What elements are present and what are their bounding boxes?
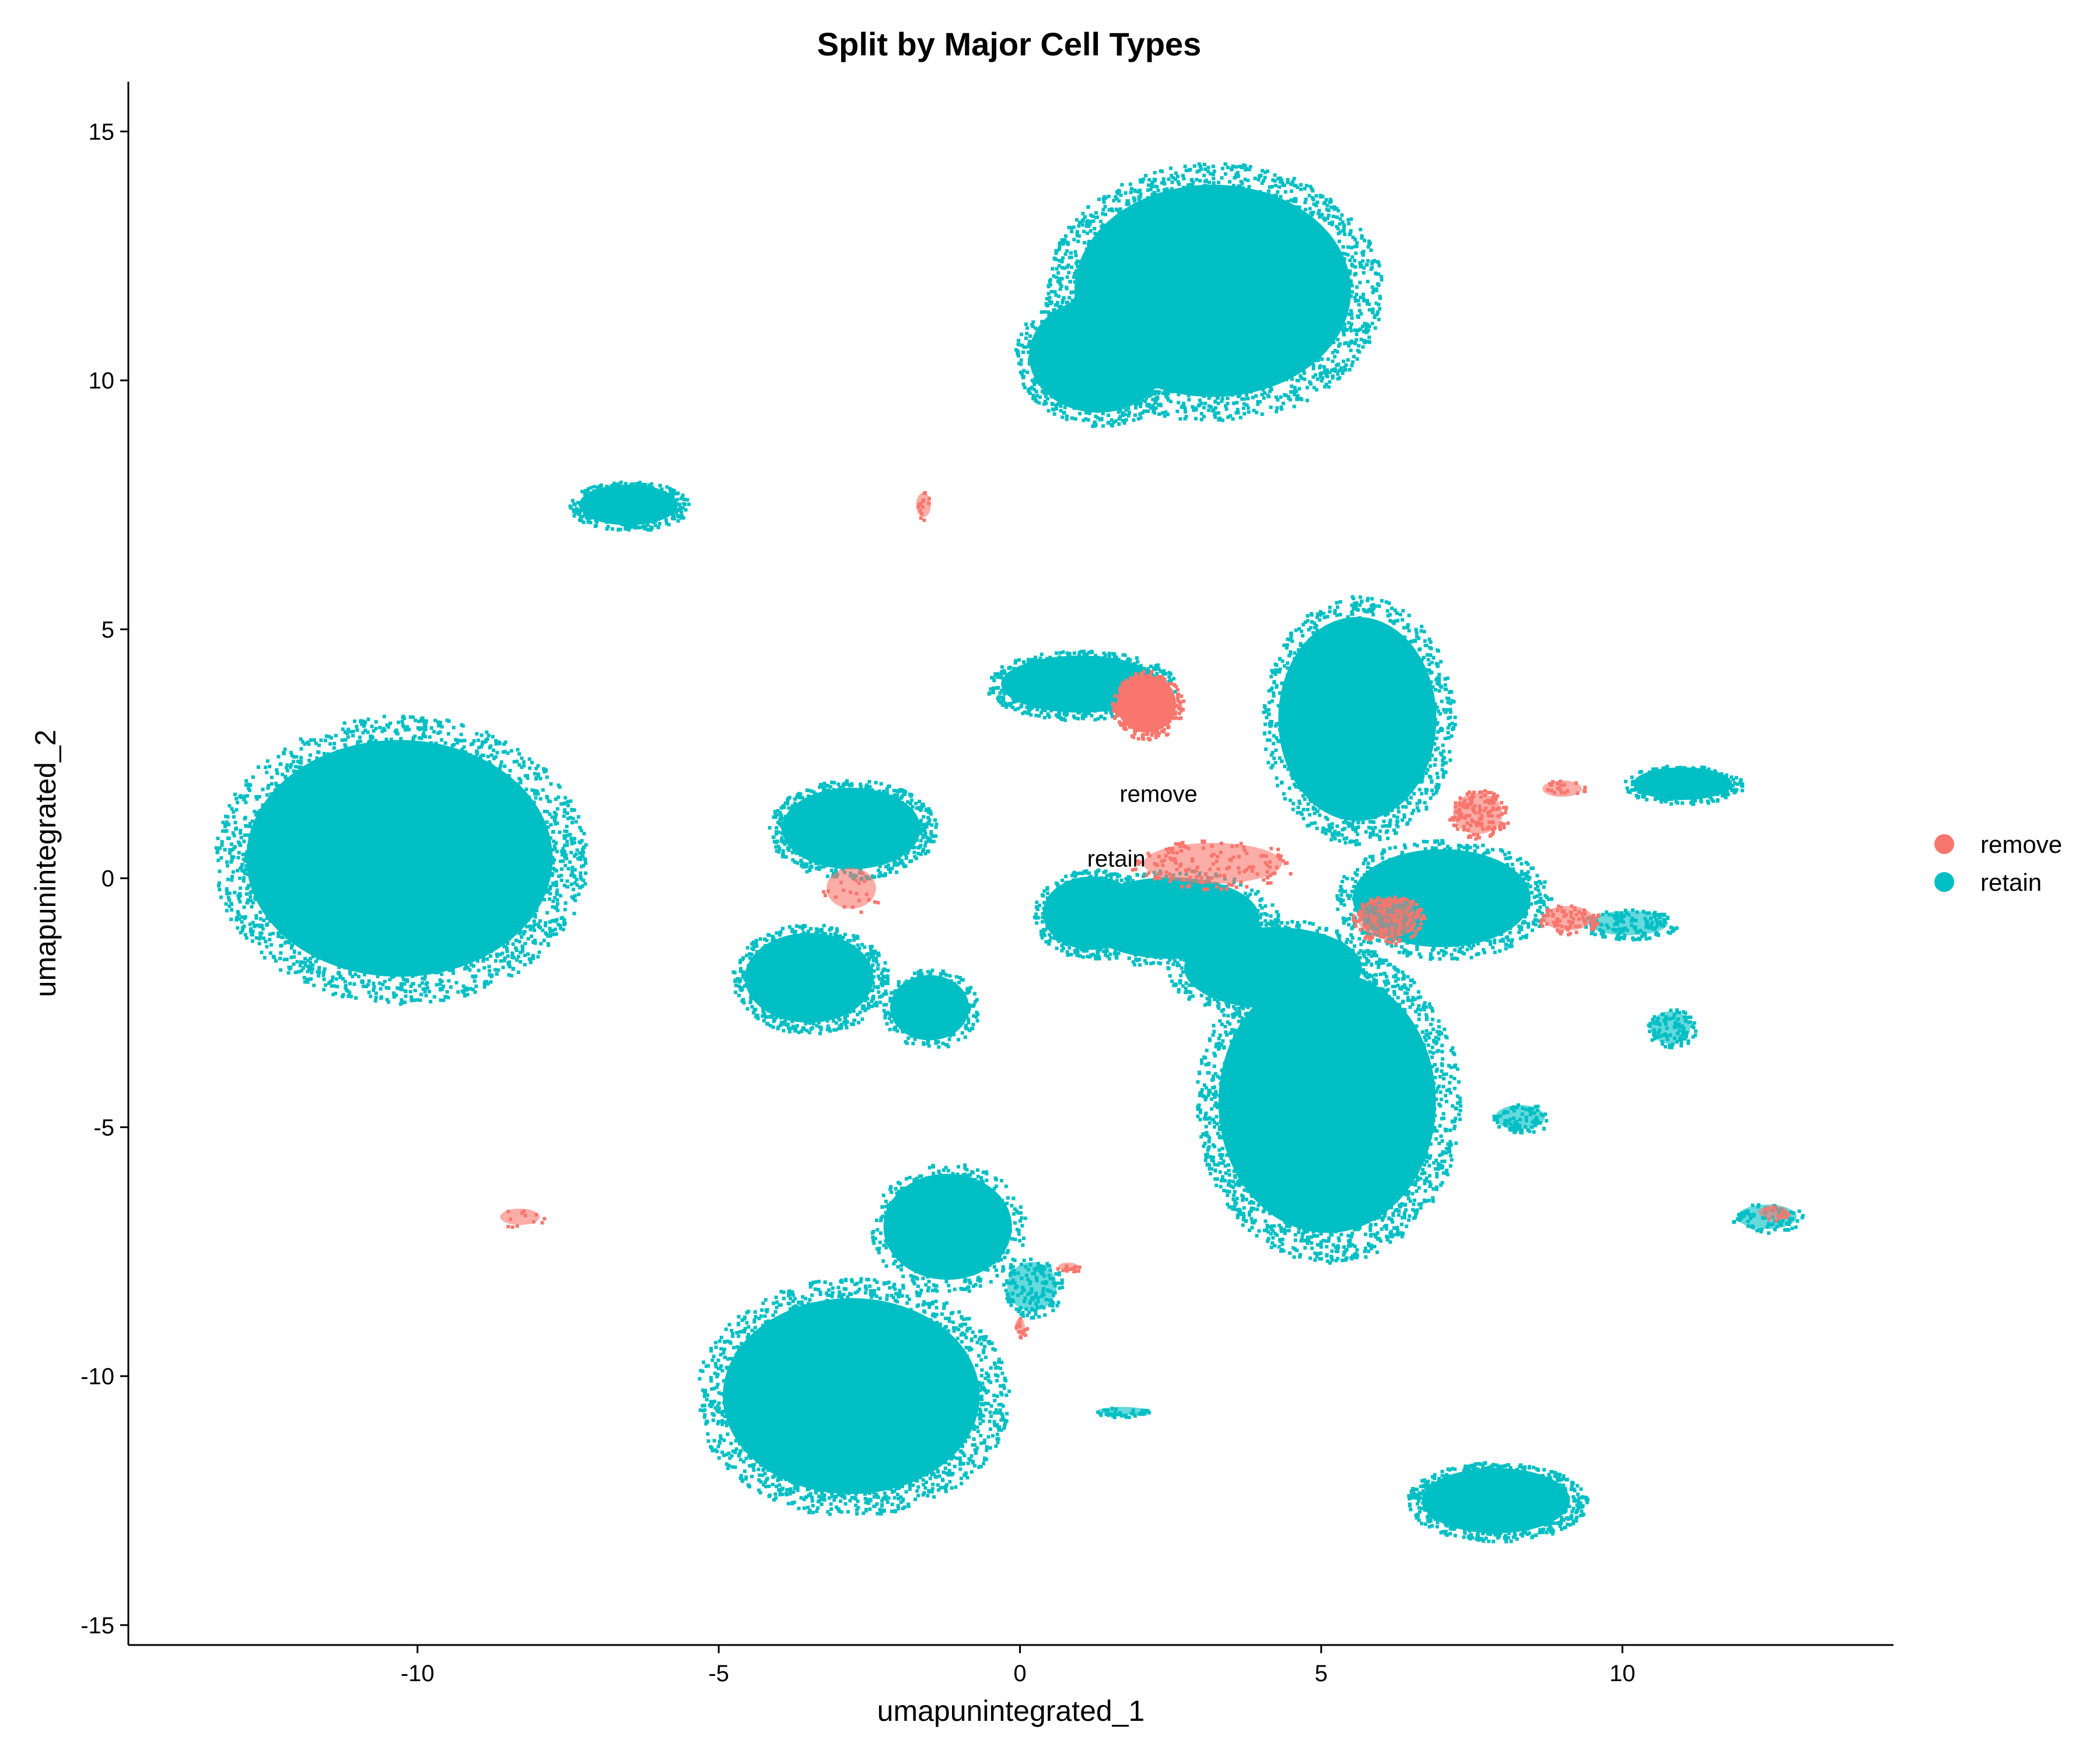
legend-key-retain — [1934, 872, 1954, 892]
cluster-retain — [214, 715, 588, 1006]
point-marks — [768, 779, 939, 881]
point-marks — [1002, 1257, 1064, 1320]
point-marks — [506, 1209, 547, 1229]
point-marks — [1130, 839, 1293, 891]
point-marks — [822, 872, 880, 914]
point-marks — [1166, 918, 1382, 1020]
x-axis-label: umapunintegrated_1 — [877, 1695, 1145, 1727]
cluster-retain — [1583, 908, 1679, 942]
point-marks — [1014, 286, 1186, 428]
cluster-retain — [1196, 944, 1462, 1265]
point-marks — [882, 968, 980, 1049]
y-ticks: -15 -10 -5 0 5 10 15 — [80, 119, 128, 1639]
point-marks — [1539, 904, 1601, 937]
cluster-remove — [1758, 1205, 1790, 1223]
cluster-retain — [1647, 1008, 1698, 1049]
cluster-remove — [822, 867, 880, 914]
point-marks — [1014, 1317, 1030, 1340]
cluster-remove — [1352, 895, 1427, 946]
cluster-remove — [916, 491, 931, 522]
chart-title: Split by Major Cell Types — [817, 26, 1202, 62]
legend-label-remove: remove — [1980, 831, 2062, 858]
annotation-retain: retain — [1087, 846, 1146, 872]
cluster-remove — [1130, 839, 1293, 891]
point-marks — [1096, 1406, 1152, 1419]
point-marks — [1448, 789, 1510, 841]
x-ticks: -10 -5 0 5 10 — [401, 1645, 1636, 1686]
y-tick-label: 0 — [102, 866, 114, 892]
point-marks — [1765, 1205, 1790, 1223]
annotation-remove: remove — [1119, 782, 1197, 807]
cluster-retain — [732, 923, 890, 1035]
cluster-retain — [1407, 1461, 1590, 1544]
x-tick-label: 0 — [1013, 1661, 1026, 1686]
point-marks — [1647, 1008, 1698, 1049]
legend: remove retain — [1934, 831, 2062, 896]
point-marks — [214, 715, 588, 1006]
cluster-remove — [500, 1208, 547, 1229]
point-marks — [1063, 869, 1281, 970]
point-marks — [870, 1163, 1027, 1293]
cluster-core — [1029, 298, 1168, 413]
cluster-remove — [1539, 904, 1601, 937]
cluster-remove — [1448, 789, 1510, 841]
cluster-retain — [1063, 869, 1281, 970]
cluster-retain — [882, 968, 980, 1049]
cluster-remove — [1014, 1317, 1030, 1340]
y-tick-label: 15 — [89, 119, 115, 145]
legend-label-retain: retain — [1980, 869, 2042, 896]
point-marks — [1546, 779, 1587, 795]
cluster-retain — [1002, 1257, 1064, 1320]
point-marks — [1352, 895, 1427, 946]
cluster-core — [826, 867, 876, 909]
x-tick-label: 10 — [1609, 1661, 1636, 1686]
cluster-retain — [1492, 1103, 1549, 1135]
cluster-retain — [870, 1163, 1027, 1293]
cluster-retain — [768, 779, 939, 881]
point-marks — [916, 491, 931, 522]
point-marks — [1407, 1461, 1590, 1544]
point-marks — [568, 480, 691, 532]
y-tick-label: -10 — [80, 1364, 114, 1390]
point-marks — [1623, 764, 1745, 806]
cluster-retain — [1014, 286, 1186, 428]
y-tick-label: -5 — [93, 1115, 114, 1140]
y-tick-label: 5 — [102, 617, 114, 643]
x-tick-label: -5 — [708, 1661, 729, 1686]
cluster-retain — [1096, 1406, 1152, 1419]
x-tick-label: 5 — [1315, 1661, 1328, 1686]
legend-key-remove — [1934, 834, 1954, 854]
cluster-retain — [698, 1277, 1012, 1516]
cluster-remove — [1542, 779, 1587, 797]
point-marks — [732, 923, 890, 1035]
y-tick-label: -15 — [80, 1613, 114, 1639]
cluster-retain — [1335, 839, 1553, 961]
point-marks — [1056, 1264, 1082, 1273]
cluster-retain — [1262, 595, 1457, 846]
cluster-retain — [1623, 764, 1745, 806]
point-marks — [698, 1277, 1012, 1516]
annotations: remove retain — [1087, 782, 1198, 872]
x-tick-label: -10 — [401, 1661, 435, 1686]
point-marks — [1111, 670, 1186, 741]
point-marks — [1262, 595, 1457, 846]
point-marks — [1732, 1203, 1805, 1235]
y-tick-label: 10 — [89, 368, 115, 394]
point-marks — [1196, 944, 1462, 1265]
cluster-retain — [568, 480, 691, 532]
point-marks — [1492, 1103, 1549, 1135]
y-axis-label: umapunintegrated_2 — [29, 730, 62, 998]
cluster-remove — [1056, 1262, 1082, 1273]
plot-points — [214, 162, 1805, 1544]
cluster-remove — [1111, 670, 1186, 741]
point-marks — [1583, 908, 1679, 942]
